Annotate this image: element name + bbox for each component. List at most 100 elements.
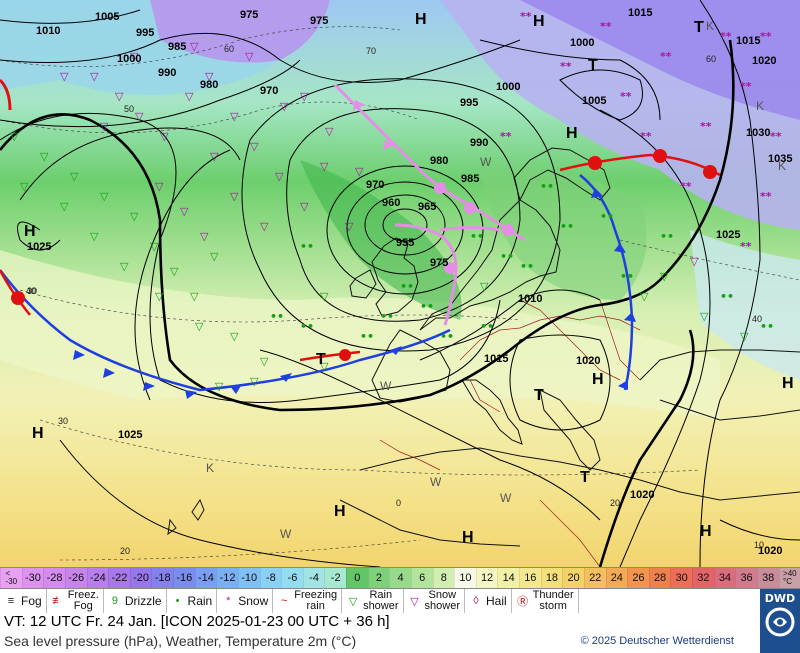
land-outlines	[167, 147, 800, 547]
svg-text:▽: ▽	[130, 50, 139, 63]
svg-text:970: 970	[260, 85, 278, 97]
scale-cell: < -30	[0, 568, 22, 588]
svg-text:▽: ▽	[70, 170, 79, 183]
svg-text:**: **	[520, 10, 532, 23]
svg-text:990: 990	[158, 67, 176, 79]
svg-text:1000: 1000	[117, 53, 141, 65]
svg-text:20: 20	[120, 546, 130, 556]
svg-text:**: **	[740, 80, 752, 93]
svg-text:••: ••	[440, 330, 454, 343]
svg-text:▽: ▽	[640, 290, 649, 303]
scale-cell: 36	[735, 568, 757, 588]
legend-label: Freezing rain	[294, 589, 338, 612]
svg-text:▽: ▽	[205, 70, 214, 83]
svg-text:955: 955	[396, 237, 414, 249]
svg-text:▽: ▽	[150, 240, 159, 253]
svg-text:▽: ▽	[300, 90, 309, 103]
svg-text:1020: 1020	[752, 55, 776, 67]
svg-text:W: W	[480, 155, 492, 169]
svg-text:▽: ▽	[120, 260, 129, 273]
legend-label: Rain	[187, 593, 213, 608]
scale-cell: 32	[692, 568, 714, 588]
scale-cell: -26	[64, 568, 87, 588]
rain-shower-icon: ▽	[348, 595, 358, 608]
scale-cell: 30	[670, 568, 692, 588]
scale-cell: >40 °C	[778, 568, 800, 588]
svg-text:▽: ▽	[260, 355, 269, 368]
svg-text:1005: 1005	[95, 11, 119, 23]
svg-text:••: ••	[520, 260, 534, 273]
svg-text:**: **	[760, 190, 772, 203]
svg-text:H: H	[32, 425, 44, 442]
scale-cell: 34	[713, 568, 736, 588]
legend-item: ▽ Rain shower	[342, 589, 404, 613]
svg-text:W: W	[280, 527, 292, 541]
svg-text:▽: ▽	[215, 380, 224, 393]
svg-text:▽: ▽	[155, 180, 164, 193]
svg-text:1000: 1000	[570, 37, 594, 49]
scale-cell: -4	[302, 568, 325, 588]
svg-text:••: ••	[540, 180, 554, 193]
svg-text:••: ••	[400, 280, 414, 293]
svg-text:▽: ▽	[740, 330, 749, 343]
weather-letters: W W W W W K K K K	[206, 19, 786, 541]
svg-text:••: ••	[600, 210, 614, 223]
svg-text:▽: ▽	[700, 310, 709, 323]
svg-text:975: 975	[240, 9, 258, 21]
svg-text:T: T	[694, 19, 704, 36]
freezing-fog-icon: ≢	[52, 595, 64, 607]
svg-text:40: 40	[752, 314, 762, 324]
scale-cell: -12	[216, 568, 238, 588]
svg-text:▽: ▽	[135, 110, 144, 123]
svg-text:••: ••	[300, 320, 314, 333]
svg-text:▽: ▽	[60, 70, 69, 83]
scale-cell: 20	[562, 568, 584, 588]
drizzle-icon: 9	[111, 595, 118, 607]
svg-text:▽: ▽	[40, 150, 49, 163]
scale-cell: 10	[454, 568, 476, 588]
svg-text:T: T	[534, 387, 544, 404]
svg-text:▽: ▽	[230, 330, 239, 343]
svg-text:••: ••	[420, 300, 434, 313]
thunderstorm-icon: Ⓡ	[517, 596, 529, 608]
svg-text:60: 60	[224, 44, 234, 54]
legend-label: Hail	[486, 593, 507, 608]
svg-text:▽: ▽	[20, 180, 29, 193]
svg-text:1010: 1010	[518, 293, 542, 305]
scale-cell: 22	[583, 568, 606, 588]
svg-text:**: **	[560, 60, 572, 73]
weather-legend: ≡ Fog ≢ Freez. Fog 9 Drizzle • Rain * Snow ~ Freezin…	[0, 589, 760, 613]
svg-text:H: H	[700, 523, 712, 540]
svg-text:▽: ▽	[320, 290, 329, 303]
scale-cell: -16	[173, 568, 195, 588]
svg-text:**: **	[600, 20, 612, 33]
svg-text:W: W	[430, 475, 442, 489]
svg-text:▽: ▽	[320, 360, 329, 373]
svg-text:▽: ▽	[180, 205, 189, 218]
svg-text:40: 40	[26, 286, 36, 296]
svg-text:▽: ▽	[260, 220, 269, 233]
svg-text:W: W	[380, 379, 392, 393]
svg-text:980: 980	[200, 79, 218, 91]
scale-cell: -6	[281, 568, 303, 588]
temperature-field	[0, 0, 800, 567]
scale-cell: -2	[324, 568, 346, 588]
dwd-logo-text: DWD	[764, 592, 796, 605]
scale-cell: -20	[129, 568, 152, 588]
legend-item: * Snow	[217, 589, 274, 613]
svg-text:50: 50	[124, 104, 134, 114]
fog-icon: ≡	[7, 595, 15, 607]
svg-text:1030: 1030	[746, 127, 770, 139]
svg-text:10: 10	[754, 540, 764, 550]
temperature-labels: 60 60 70 50 30 40 40 30 20 20 0 10	[26, 44, 764, 556]
svg-text:T: T	[580, 469, 590, 486]
svg-text:1025: 1025	[716, 229, 740, 241]
svg-text:975: 975	[310, 15, 328, 27]
scale-cell: 8	[432, 568, 455, 588]
copyright: © 2025 Deutscher Wetterdienst	[580, 635, 734, 647]
svg-text:995: 995	[136, 27, 154, 39]
svg-text:1010: 1010	[36, 25, 60, 37]
scale-cell: 28	[648, 568, 671, 588]
snow-icon: *	[226, 595, 231, 607]
